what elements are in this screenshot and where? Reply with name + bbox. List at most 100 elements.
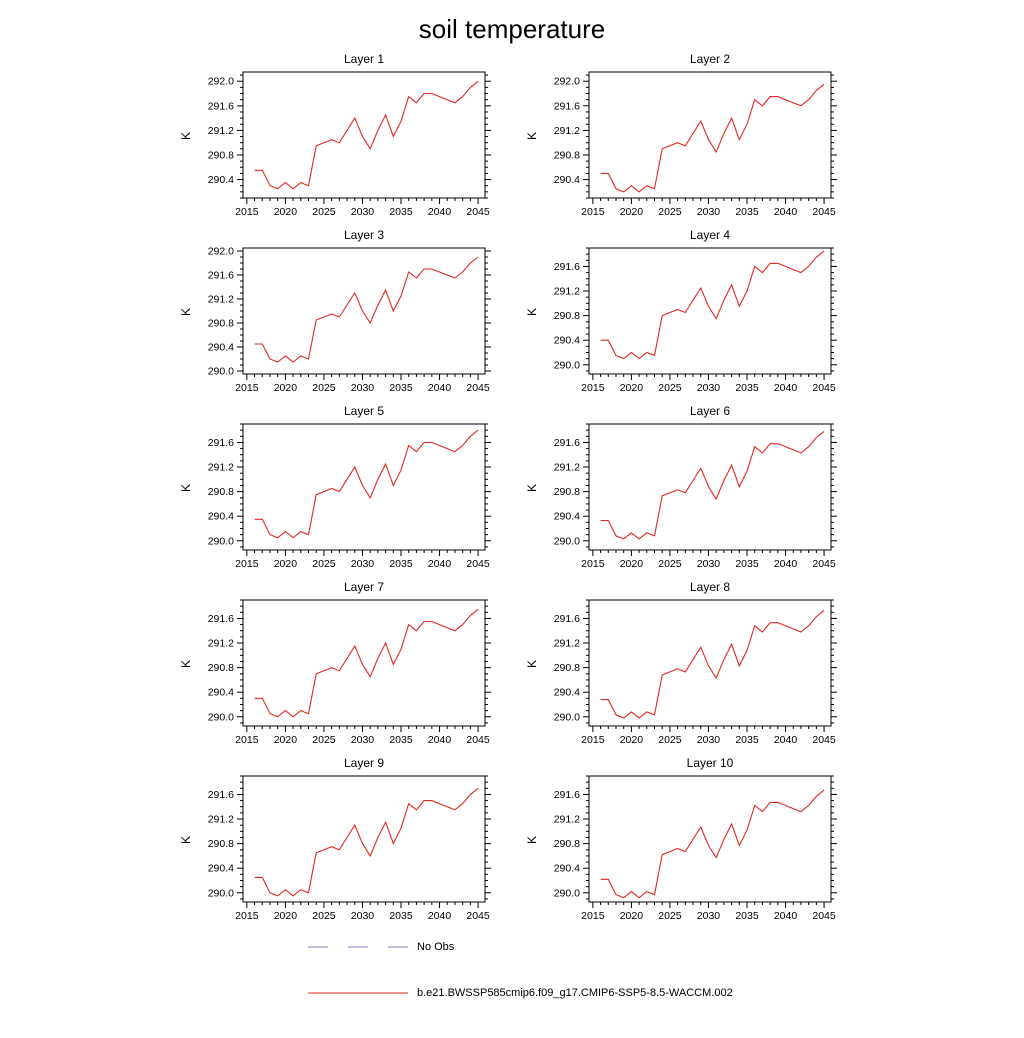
svg-text:2025: 2025 [658, 558, 682, 570]
svg-text:2025: 2025 [658, 734, 682, 746]
svg-text:291.2: 291.2 [554, 125, 580, 137]
svg-text:2045: 2045 [812, 558, 836, 570]
svg-text:290.8: 290.8 [208, 838, 234, 850]
svg-text:290.0: 290.0 [208, 535, 234, 547]
svg-text:2035: 2035 [735, 734, 759, 746]
svg-text:2035: 2035 [735, 206, 759, 218]
svg-text:290.0: 290.0 [554, 711, 580, 723]
svg-text:2040: 2040 [774, 206, 798, 218]
svg-text:290.4: 290.4 [554, 335, 580, 347]
svg-text:2035: 2035 [735, 558, 759, 570]
svg-text:2040: 2040 [428, 910, 452, 922]
series-solid-line [308, 992, 408, 994]
svg-text:290.8: 290.8 [208, 318, 234, 330]
y-axis-label: K [179, 132, 193, 141]
svg-text:291.6: 291.6 [208, 437, 234, 449]
chart-title: Layer 5 [343, 404, 385, 418]
chart-panel-layer-7: Layer 7 K 2015 2020 2025 2030 2035 2040 2045 29… [179, 579, 499, 755]
svg-text:2015: 2015 [235, 206, 259, 218]
svg-text:290.8: 290.8 [554, 838, 580, 850]
svg-text:290.8: 290.8 [208, 662, 234, 674]
svg-text:2025: 2025 [658, 910, 682, 922]
svg-text:291.2: 291.2 [208, 462, 234, 474]
plot-layer-8: 2015 2020 2025 2030 2035 2040 2045 290.0 290.4 29… [554, 599, 837, 746]
chart-title: Layer 3 [343, 228, 385, 242]
svg-text:292.0: 292.0 [208, 76, 234, 88]
svg-text:290.4: 290.4 [554, 863, 580, 875]
svg-text:2035: 2035 [389, 558, 413, 570]
chart-panel-layer-6: Layer 6 K 2015 2020 2025 2030 2035 2040 2045 29… [525, 403, 845, 579]
svg-text:2030: 2030 [697, 382, 721, 394]
svg-text:2045: 2045 [466, 206, 490, 218]
svg-text:290.8: 290.8 [554, 310, 580, 322]
svg-text:2040: 2040 [428, 382, 452, 394]
svg-text:2025: 2025 [312, 206, 336, 218]
svg-text:2020: 2020 [274, 910, 298, 922]
svg-text:2025: 2025 [312, 558, 336, 570]
chart-panel-layer-9: Layer 9 K 2015 2020 2025 2030 2035 2040 2045 29… [179, 755, 499, 931]
svg-text:291.6: 291.6 [554, 613, 580, 625]
plot-layer-10: 2015 2020 2025 2030 2035 2040 2045 290.0 290.4 29… [554, 775, 837, 922]
svg-text:2040: 2040 [428, 734, 452, 746]
svg-text:2025: 2025 [658, 206, 682, 218]
svg-text:2020: 2020 [274, 382, 298, 394]
svg-text:290.4: 290.4 [554, 511, 580, 523]
svg-text:2040: 2040 [428, 558, 452, 570]
svg-text:2040: 2040 [774, 734, 798, 746]
y-axis-label: K [525, 484, 539, 493]
svg-text:2030: 2030 [351, 558, 375, 570]
svg-text:2040: 2040 [774, 558, 798, 570]
series-label: b.e21.BWSSP585cmip6.f09_g17.CMIP6-SSP5-8… [417, 987, 733, 999]
svg-text:291.2: 291.2 [208, 814, 234, 826]
svg-text:2035: 2035 [735, 382, 759, 394]
svg-text:2025: 2025 [312, 734, 336, 746]
svg-text:290.0: 290.0 [554, 359, 580, 371]
svg-text:2045: 2045 [812, 382, 836, 394]
svg-text:291.2: 291.2 [554, 638, 580, 650]
plot-layer-4: 2015 2020 2025 2030 2035 2040 2045 290.0 290.4 29… [554, 247, 837, 394]
chart-panel-layer-1: Layer 1 K 2015 2020 2025 2030 2035 2040 2045 29… [179, 51, 499, 227]
svg-text:291.6: 291.6 [208, 789, 234, 801]
svg-text:2015: 2015 [235, 382, 259, 394]
plot-layer-5: 2015 2020 2025 2030 2035 2040 2045 290.0 290.4 29… [208, 423, 491, 570]
svg-text:2030: 2030 [351, 910, 375, 922]
svg-text:290.4: 290.4 [208, 342, 234, 354]
svg-text:2020: 2020 [274, 206, 298, 218]
svg-text:2045: 2045 [466, 910, 490, 922]
svg-text:290.4: 290.4 [208, 511, 234, 523]
y-axis-label: K [179, 836, 193, 845]
y-axis-label: K [179, 660, 193, 669]
svg-text:2015: 2015 [581, 382, 605, 394]
chart-panel-layer-10: Layer 10 K 2015 2020 2025 2030 2035 2040 2045 2… [525, 755, 845, 931]
svg-text:2045: 2045 [466, 734, 490, 746]
svg-text:291.2: 291.2 [208, 294, 234, 306]
svg-text:290.0: 290.0 [554, 887, 580, 899]
svg-text:290.8: 290.8 [208, 149, 234, 161]
svg-text:2045: 2045 [812, 910, 836, 922]
y-axis-label: K [525, 308, 539, 317]
y-axis-label: K [525, 836, 539, 845]
svg-text:2030: 2030 [351, 734, 375, 746]
svg-text:2020: 2020 [620, 382, 644, 394]
svg-text:2020: 2020 [620, 910, 644, 922]
svg-text:2030: 2030 [697, 734, 721, 746]
svg-text:290.4: 290.4 [554, 687, 580, 699]
chart-title: Layer 6 [689, 404, 731, 418]
svg-text:290.4: 290.4 [554, 174, 580, 186]
svg-text:2020: 2020 [620, 558, 644, 570]
svg-text:2030: 2030 [697, 206, 721, 218]
plot-layer-2: 2015 2020 2025 2030 2035 2040 2045 290.4 290.8 29… [554, 71, 837, 218]
chart-panel-layer-4: Layer 4 K 2015 2020 2025 2030 2035 2040 2045 29… [525, 227, 845, 403]
svg-text:291.2: 291.2 [208, 638, 234, 650]
chart-title: Layer 2 [689, 52, 731, 66]
svg-text:2015: 2015 [235, 558, 259, 570]
svg-text:291.6: 291.6 [554, 100, 580, 112]
svg-text:290.4: 290.4 [208, 687, 234, 699]
legend: No Obs b.e21.BWSSP585cmip6.f09_g17.CMIP6… [0, 941, 1024, 999]
svg-text:291.2: 291.2 [554, 286, 580, 298]
svg-text:2015: 2015 [235, 734, 259, 746]
charts-grid: Layer 1 K 2015 2020 2025 2030 2035 2040 2045 29… [0, 51, 1024, 931]
svg-text:2025: 2025 [312, 382, 336, 394]
chart-panel-layer-3: Layer 3 K 2015 2020 2025 2030 2035 2040 2045 29… [179, 227, 499, 403]
plot-layer-6: 2015 2020 2025 2030 2035 2040 2045 290.0 290.4 29… [554, 423, 837, 570]
